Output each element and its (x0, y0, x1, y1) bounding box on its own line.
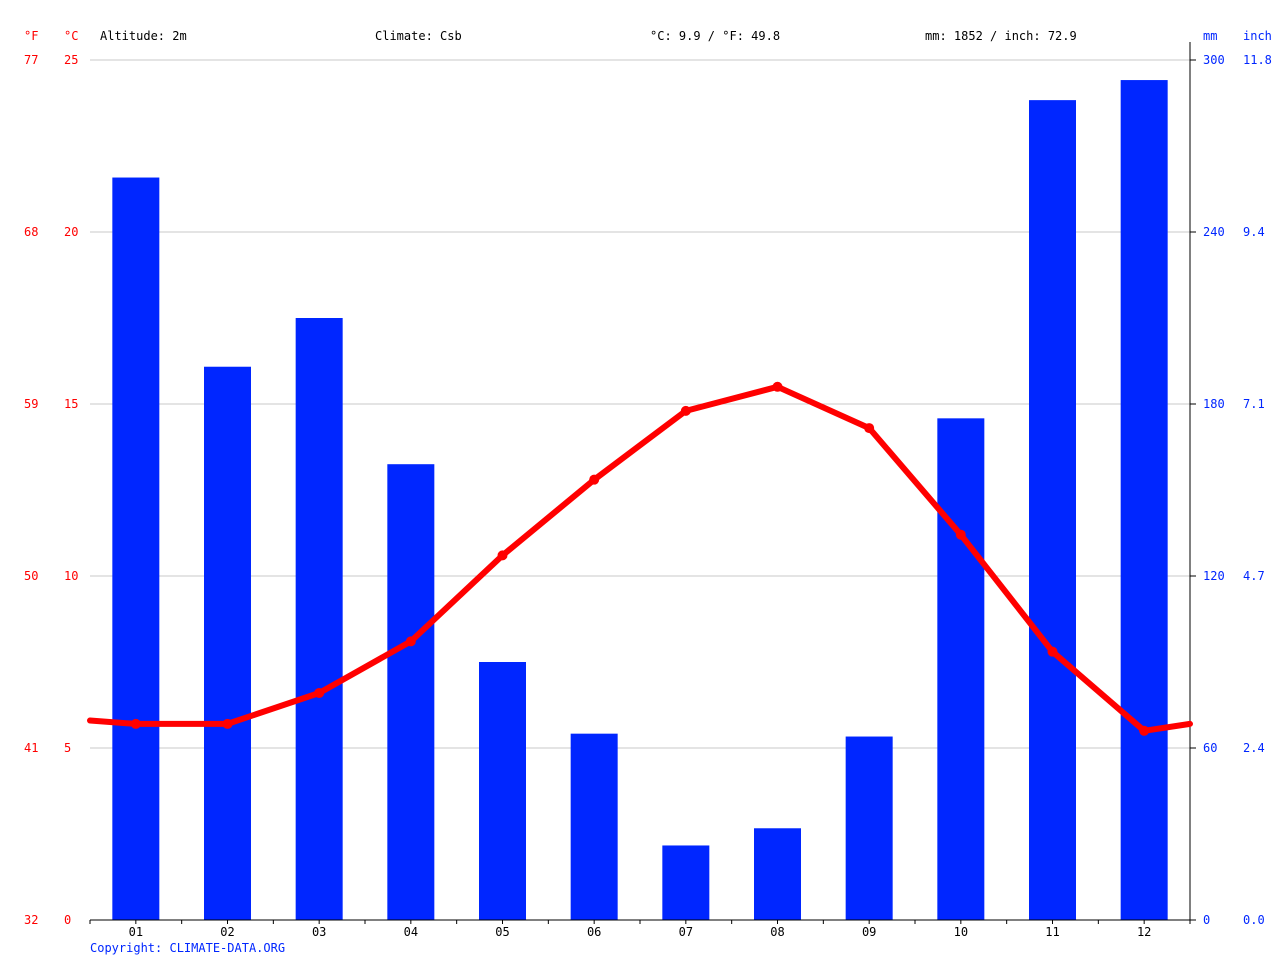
precipitation-bar (937, 418, 985, 920)
precipitation-bar (845, 736, 893, 920)
right-unit-inch: inch (1243, 29, 1272, 43)
month-label: 10 (954, 925, 968, 939)
left-axis-ticks: 32 0 41 5 50 10 59 15 68 20 77 25 (24, 53, 78, 927)
mm-tick-label: 300 (1203, 53, 1225, 67)
temperature-point (222, 718, 233, 729)
precipitation-bar (1029, 100, 1076, 921)
month-label: 02 (220, 925, 234, 939)
month-label: 12 (1137, 925, 1151, 939)
mm-tick-label: 180 (1203, 397, 1225, 411)
temperature-series-line (87, 383, 1193, 734)
inch-tick-label: 2.4 (1243, 741, 1265, 755)
temperature-point (680, 405, 691, 416)
mm-tick-label: 120 (1203, 569, 1225, 583)
left-unit-celsius: °C (64, 29, 78, 43)
header-climate: Climate: Csb (375, 29, 462, 43)
month-label: 06 (587, 925, 601, 939)
left-unit-fahrenheit: °F (24, 29, 38, 43)
precipitation-bar (479, 662, 526, 920)
fahrenheit-tick-label: 50 (24, 569, 38, 583)
celsius-tick-label: 25 (64, 53, 78, 67)
precipitation-bar (204, 366, 251, 920)
right-unit-mm: mm (1203, 29, 1217, 43)
precipitation-bar (570, 733, 618, 920)
precipitation-bar (754, 828, 801, 920)
temperature-point (405, 636, 416, 647)
header-altitude: Altitude: 2m (100, 29, 187, 43)
copyright-link[interactable]: Copyright: CLIMATE-DATA.ORG (90, 941, 285, 955)
fahrenheit-tick-label: 59 (24, 397, 38, 411)
temperature-point (1139, 725, 1150, 736)
inch-tick-label: 4.7 (1243, 569, 1265, 583)
temperature-point (130, 718, 141, 729)
fahrenheit-tick-label: 41 (24, 741, 38, 755)
temperature-point (772, 381, 783, 392)
mm-tick-label: 60 (1203, 741, 1217, 755)
inch-tick-label: 9.4 (1243, 225, 1265, 239)
month-label: 11 (1045, 925, 1059, 939)
temperature-point (864, 423, 875, 434)
month-label: 04 (404, 925, 418, 939)
temperature-line (87, 381, 1193, 736)
month-label: 03 (312, 925, 326, 939)
precipitation-bar (112, 177, 160, 921)
fahrenheit-tick-label: 77 (24, 53, 38, 67)
gridlines (90, 59, 1190, 749)
inch-tick-label: 11.8 (1243, 53, 1272, 67)
inch-tick-label: 7.1 (1243, 397, 1265, 411)
month-label: 08 (770, 925, 784, 939)
header-average-temperature: °C: 9.9 / °F: 49.8 (650, 29, 780, 43)
header-precipitation: mm: 1852 / inch: 72.9 (925, 29, 1077, 43)
temperature-point (955, 529, 966, 540)
x-axis: 01 02 03 04 05 06 07 08 09 10 11 12 (89, 919, 1191, 939)
precipitation-bar (662, 845, 710, 920)
precipitation-bar (295, 318, 343, 920)
celsius-tick-label: 15 (64, 397, 78, 411)
precipitation-bar (1120, 80, 1168, 921)
celsius-tick-label: 5 (64, 741, 71, 755)
fahrenheit-tick-label: 32 (24, 913, 38, 927)
month-label: 07 (679, 925, 693, 939)
mm-tick-label: 0 (1203, 913, 1210, 927)
temperature-point (589, 474, 600, 485)
month-label: 05 (495, 925, 509, 939)
mm-tick-label: 240 (1203, 225, 1225, 239)
precipitation-bar (387, 464, 435, 920)
celsius-tick-label: 10 (64, 569, 78, 583)
temperature-point (314, 687, 325, 698)
right-axis-ticks: 0 0.0 60 2.4 120 4.7 180 7.1 240 9.4 300 11.8 (1189, 42, 1272, 927)
fahrenheit-tick-label: 68 (24, 225, 38, 239)
celsius-tick-label: 20 (64, 225, 78, 239)
month-label: 01 (129, 925, 143, 939)
temperature-point (1047, 646, 1058, 657)
temperature-point (497, 550, 508, 561)
inch-tick-label: 0.0 (1243, 913, 1265, 927)
precipitation-bars (112, 80, 1168, 921)
celsius-tick-label: 0 (64, 913, 71, 927)
month-label: 09 (862, 925, 876, 939)
